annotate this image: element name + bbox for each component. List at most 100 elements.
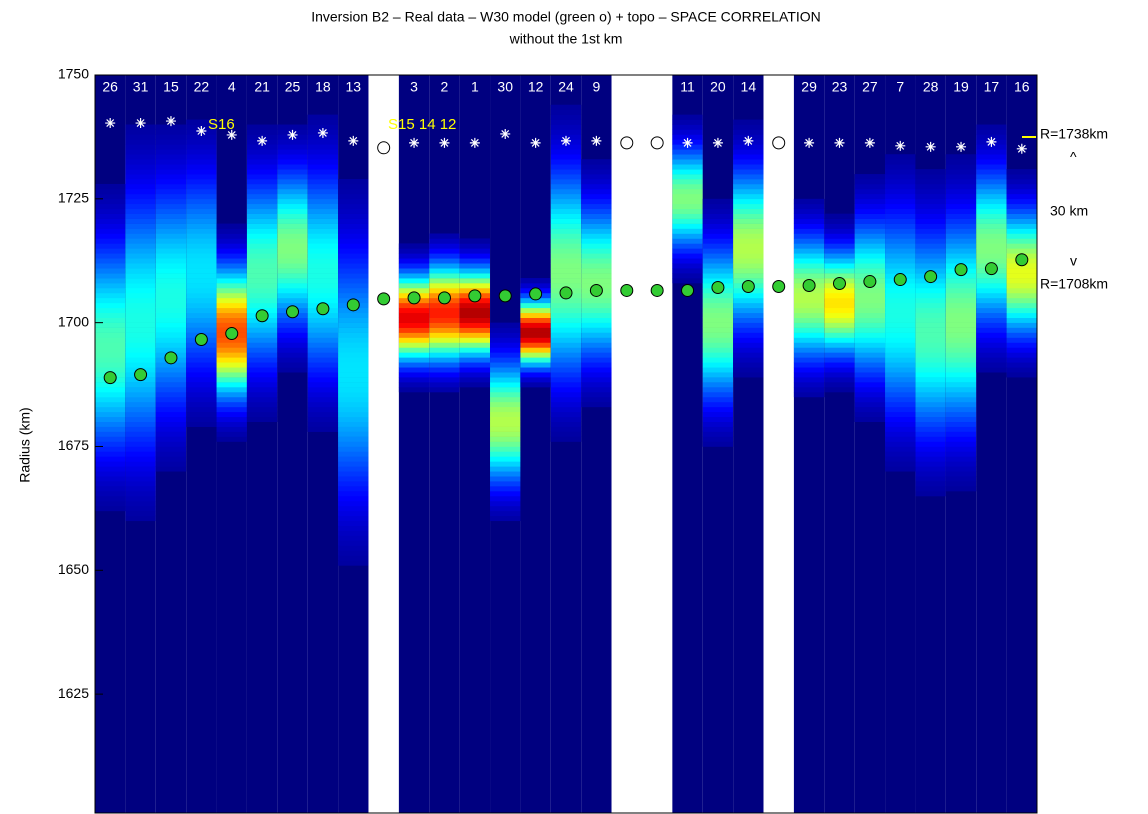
heat-cell	[216, 223, 247, 229]
heat-cell	[277, 238, 308, 244]
heat-cell	[186, 322, 217, 328]
heat-cell	[338, 441, 369, 447]
heat-cell	[277, 159, 308, 165]
heat-cell	[95, 248, 126, 254]
heat-cell	[307, 426, 339, 432]
heat-cell	[155, 377, 187, 383]
heat-cell	[125, 387, 156, 393]
heat-cell	[216, 297, 247, 304]
heat-cell	[307, 203, 339, 210]
heat-cell	[338, 505, 369, 512]
heat-cell	[733, 203, 764, 210]
heat-cell	[186, 223, 217, 229]
heat-cell	[429, 263, 460, 269]
heat-cell	[95, 208, 126, 214]
heat-cell	[915, 297, 946, 304]
heat-cell	[885, 258, 916, 264]
heat-cell	[915, 302, 946, 309]
heat-cell	[945, 327, 977, 333]
heat-cell	[915, 446, 946, 452]
heat-cell	[125, 179, 156, 185]
heat-cell	[125, 213, 156, 219]
heat-cell	[581, 387, 612, 393]
heat-cell	[824, 352, 855, 358]
heat-cell	[459, 307, 491, 314]
heat-cell	[581, 332, 612, 338]
heat-cell	[976, 144, 1007, 150]
heat-cell	[429, 233, 460, 239]
heat-cell	[459, 342, 491, 348]
heat-cell	[1006, 367, 1037, 373]
heat-cell	[216, 258, 247, 264]
heat-cell	[338, 287, 369, 294]
heat-cell	[702, 401, 734, 408]
heat-cell	[1006, 292, 1037, 299]
heat-cell	[338, 317, 369, 323]
heat-cell	[793, 248, 825, 254]
heat-cell	[216, 307, 247, 314]
heat-cell	[793, 352, 825, 358]
heat-cell	[915, 362, 946, 368]
heat-cell	[155, 154, 187, 160]
heat-cell	[95, 228, 126, 234]
heat-cell	[490, 387, 521, 393]
heat-cell	[398, 312, 430, 318]
model-marker	[802, 279, 816, 293]
model-marker	[681, 283, 695, 297]
heat-cell	[672, 179, 703, 185]
heat-cell	[125, 154, 156, 160]
heat-cell	[1006, 372, 1037, 378]
heat-cell	[246, 367, 278, 373]
heat-cell	[125, 228, 156, 234]
y-tick-label: 1650	[58, 561, 89, 577]
heat-cell	[854, 367, 886, 373]
heat-cell	[246, 258, 278, 264]
heat-cell	[246, 377, 278, 383]
heat-cell	[702, 436, 734, 442]
heat-cell	[824, 297, 855, 304]
x-category-label: 31	[133, 79, 149, 95]
heat-cell	[672, 273, 703, 279]
heat-cell	[216, 278, 247, 284]
heat-cell	[581, 327, 612, 333]
heat-cell	[338, 491, 369, 497]
heat-cell	[824, 342, 855, 348]
heat-cell	[793, 387, 825, 393]
heat-cell	[1006, 268, 1037, 274]
heat-cell	[429, 352, 460, 358]
heat-cell	[398, 327, 430, 333]
heat-cell	[915, 337, 946, 343]
heat-cell	[95, 421, 126, 427]
model-marker	[407, 291, 421, 305]
heat-cell	[976, 357, 1007, 363]
heat-cell	[155, 416, 187, 423]
heat-cell	[429, 327, 460, 333]
heat-cell	[550, 228, 582, 234]
heat-cell	[155, 134, 187, 140]
heat-cell	[95, 481, 126, 487]
heat-cell	[338, 327, 369, 333]
heat-cell	[702, 322, 734, 328]
heat-cell	[793, 337, 825, 343]
heat-cell	[155, 372, 187, 378]
heat-cell	[854, 387, 886, 393]
heat-cell	[246, 268, 278, 274]
heat-cell	[702, 382, 734, 388]
heat-cell	[95, 193, 126, 200]
heat-cell	[155, 193, 187, 200]
heat-cell	[581, 347, 612, 353]
heat-cell	[186, 183, 217, 190]
heat-cell	[581, 258, 612, 264]
heat-cell	[702, 198, 734, 205]
heat-cell	[885, 387, 916, 393]
heat-cell	[307, 263, 339, 269]
topo-marker	[226, 129, 237, 140]
heat-cell	[550, 223, 582, 229]
heat-cell	[155, 312, 187, 318]
heat-cell	[95, 441, 126, 447]
heat-cell	[307, 124, 339, 130]
model-marker	[529, 287, 543, 301]
heat-cell	[95, 446, 126, 452]
heat-cell	[338, 292, 369, 299]
heat-cell	[550, 416, 582, 423]
